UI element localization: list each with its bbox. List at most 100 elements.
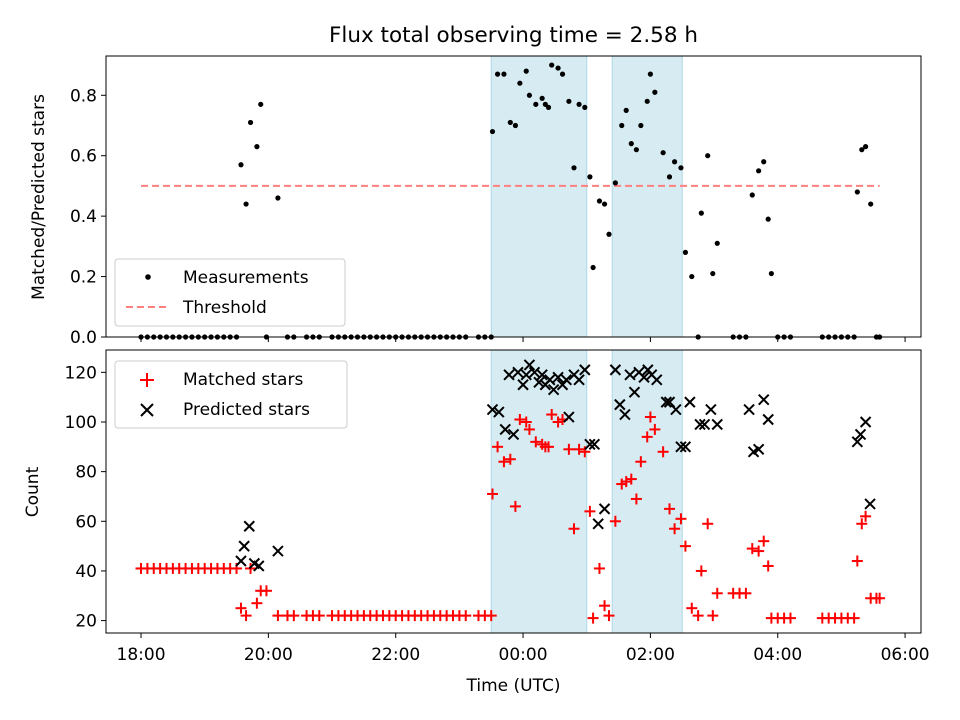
matched-star-marker bbox=[702, 518, 714, 530]
x-tick-label: 04:00 bbox=[753, 645, 802, 665]
top-legend: Measurements Threshold bbox=[114, 258, 346, 327]
matched-star-marker bbox=[543, 441, 555, 453]
measurement-point bbox=[489, 128, 496, 135]
matched-star-marker bbox=[657, 446, 669, 458]
chart-title: Flux total observing time = 2.58 h bbox=[329, 23, 698, 48]
matched-star-marker bbox=[251, 597, 263, 609]
legend-predicted-label: Predicted stars bbox=[183, 400, 310, 420]
x-tick-label: 18:00 bbox=[117, 645, 166, 665]
predicted-star-marker bbox=[235, 555, 247, 567]
measurement-point bbox=[619, 122, 625, 129]
bottom-y-tick-label: 100 bbox=[65, 413, 97, 433]
legend-threshold-label: Threshold bbox=[182, 298, 267, 318]
predicted-star-marker bbox=[711, 418, 723, 431]
top-y-tick-label: 0.4 bbox=[70, 207, 97, 227]
bottom-legend: Matched stars Predicted stars bbox=[114, 360, 348, 429]
matched-star-marker bbox=[641, 431, 653, 443]
x-axis-label: Time (UTC) bbox=[466, 676, 561, 696]
measurement-point bbox=[275, 195, 281, 201]
measurement-point bbox=[647, 71, 653, 77]
measurement-point bbox=[705, 153, 711, 159]
measurement-point bbox=[652, 89, 658, 95]
predicted-star-marker bbox=[486, 403, 499, 416]
predicted-star-marker bbox=[579, 364, 591, 376]
matched-star-marker bbox=[523, 423, 535, 435]
measurement-point bbox=[761, 159, 767, 165]
measurement-point bbox=[533, 101, 539, 107]
measurement-point bbox=[571, 165, 577, 171]
measurement-point bbox=[644, 98, 650, 104]
bottom-y-ticks: 20 40 60 80 100 120 bbox=[65, 363, 106, 632]
predicted-star-marker bbox=[675, 441, 687, 453]
predicted-star-marker bbox=[660, 396, 673, 408]
predicted-star-marker bbox=[588, 438, 601, 451]
matched-star-marker bbox=[620, 476, 632, 488]
measurement-point bbox=[582, 104, 588, 110]
matched-star-marker bbox=[313, 610, 325, 622]
predicted-star-marker bbox=[598, 503, 611, 515]
legend-measurements-label: Measurements bbox=[183, 268, 309, 288]
measurement-point bbox=[596, 198, 603, 204]
bottom-y-tick-label: 40 bbox=[75, 562, 97, 582]
predicted-star-marker bbox=[520, 369, 532, 381]
predicted-star-marker bbox=[698, 418, 711, 431]
measurement-point bbox=[549, 62, 555, 68]
measurement-point bbox=[868, 201, 874, 207]
measurement-point bbox=[566, 98, 572, 104]
matched-star-marker bbox=[746, 543, 758, 555]
top-observing-span bbox=[611, 55, 683, 338]
matched-star-marker bbox=[753, 545, 765, 557]
matched-star-marker bbox=[707, 610, 719, 622]
top-y-tick-label: 0.8 bbox=[70, 86, 97, 106]
matched-star-marker bbox=[514, 414, 526, 426]
measurement-point bbox=[633, 147, 639, 153]
predicted-star-marker bbox=[854, 428, 867, 441]
matched-star-marker bbox=[649, 423, 661, 435]
predicted-star-marker bbox=[528, 366, 541, 379]
bottom-y-tick-label: 80 bbox=[75, 463, 97, 483]
measurement-point bbox=[539, 95, 545, 101]
measurement-point bbox=[258, 101, 264, 107]
matched-star-marker bbox=[874, 592, 886, 604]
matched-star-marker bbox=[546, 409, 558, 421]
predicted-star-marker bbox=[624, 369, 636, 381]
bottom-y-tick-label: 20 bbox=[75, 612, 97, 632]
predicted-star-marker bbox=[859, 416, 872, 428]
predicted-star-marker bbox=[552, 371, 564, 384]
matched-star-marker bbox=[860, 510, 872, 522]
matched-star-marker bbox=[492, 441, 504, 453]
matched-star-marker bbox=[784, 612, 796, 624]
measurement-point bbox=[628, 141, 634, 147]
predicted-star-marker bbox=[743, 403, 755, 416]
measurement-point bbox=[854, 189, 860, 195]
measurement-point bbox=[623, 107, 629, 113]
matched-star-marker bbox=[498, 456, 510, 468]
measurement-point bbox=[507, 119, 513, 126]
matched-star-marker bbox=[856, 518, 868, 530]
predicted-star-marker bbox=[573, 374, 585, 386]
measurement-point bbox=[863, 144, 869, 150]
bottom-x-ticks: 18:00 20:00 22:00 00:00 02:00 04:00 06:00 bbox=[117, 633, 930, 665]
predicted-star-marker bbox=[536, 369, 548, 381]
bottom-y-tick-label: 120 bbox=[65, 363, 97, 383]
predicted-star-marker bbox=[533, 376, 545, 388]
predicted-star-marker bbox=[684, 396, 696, 408]
measurement-point bbox=[606, 231, 612, 237]
measurement-point bbox=[512, 122, 519, 129]
predicted-star-marker bbox=[758, 393, 770, 406]
matched-star-markers bbox=[135, 409, 886, 624]
matched-star-marker bbox=[460, 610, 472, 622]
matched-star-marker bbox=[609, 515, 621, 527]
predicted-star-marker bbox=[762, 413, 774, 426]
measurement-point bbox=[576, 101, 582, 107]
matched-star-marker bbox=[288, 610, 300, 622]
measurement-point bbox=[243, 201, 249, 207]
matched-star-marker bbox=[520, 416, 532, 428]
bottom-spans bbox=[490, 349, 683, 634]
measurement-point bbox=[601, 201, 608, 207]
x-tick-label: 20:00 bbox=[244, 645, 293, 665]
measurement-point bbox=[523, 68, 529, 74]
measurement-point bbox=[254, 144, 260, 150]
predicted-star-marker bbox=[614, 398, 626, 411]
